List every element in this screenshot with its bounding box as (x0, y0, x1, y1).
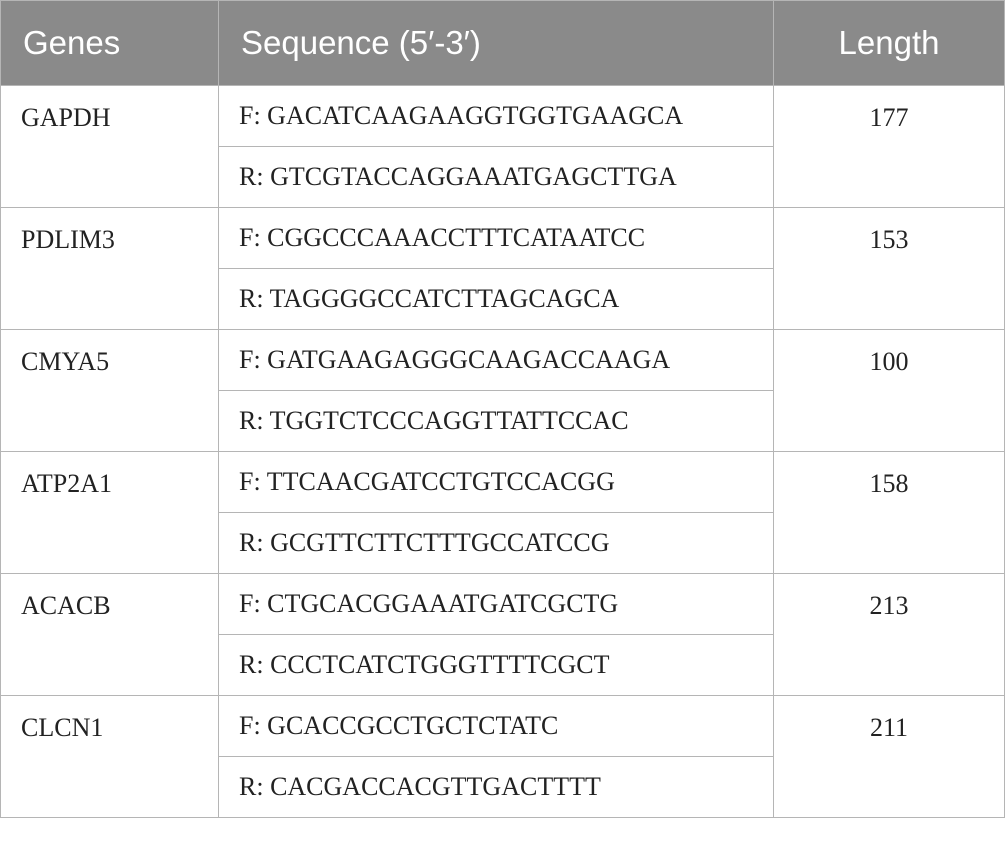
table-row: R: TAGGGGCCATCTTAGCAGCA (1, 268, 1005, 330)
reverse-primer-cell: R: CACGACCACGTTGACTTTT (218, 756, 774, 818)
header-cell: Sequence (5′-3′) (218, 0, 774, 86)
forward-primer-cell: F: CGGCCCAAACCTTTCATAATCC (218, 207, 774, 269)
reverse-primer-cell: R: CCCTCATCTGGGTTTTCGCT (218, 634, 774, 696)
reverse-primer-cell: R: TAGGGGCCATCTTAGCAGCA (218, 268, 774, 330)
forward-primer-cell: F: GACATCAAGAAGGTGGTGAAGCA (218, 85, 774, 147)
table-row: PDLIM3 F: CGGCCCAAACCTTTCATAATCC 153 (0, 207, 1005, 330)
table-row: ATP2A1 F: TTCAACGATCCTGTCCACGG 158 (0, 451, 1005, 574)
gene-cell: PDLIM3 (0, 207, 219, 330)
table-body: GAPDH F: GACATCAAGAAGGTGGTGAAGCA 177 R: GTC… (0, 85, 1005, 818)
table-row: R: CACGACCACGTTGACTTTT (1, 756, 1005, 818)
table-header: Genes Sequence (5′-3′) Length (0, 0, 1005, 86)
forward-primer-cell: F: GCACCGCCTGCTCTATC (218, 695, 774, 757)
gene-cell: GAPDH (0, 85, 219, 208)
forward-primer-cell: F: TTCAACGATCCTGTCCACGG (218, 451, 774, 513)
forward-primer-cell: F: CTGCACGGAAATGATCGCTG (218, 573, 774, 635)
forward-primer-cell: F: GATGAAGAGGGCAAGACCAAGA (218, 329, 774, 391)
table-row: CMYA5 F: GATGAAGAGGGCAAGACCAAGA 100 (0, 329, 1005, 452)
reverse-primer-cell: R: TGGTCTCCCAGGTTATTCCAC (218, 390, 774, 452)
header-cell: Genes (0, 0, 219, 86)
table-row: CLCN1 F: GCACCGCCTGCTCTATC 211 (0, 695, 1005, 818)
table-row: R: TGGTCTCCCAGGTTATTCCAC (1, 390, 1005, 452)
length-cell: 100 (773, 329, 1005, 452)
primer-table: Genes Sequence (5′-3′) Length GAPDH F: GA… (0, 0, 1005, 818)
gene-cell: CLCN1 (0, 695, 219, 818)
length-cell: 211 (773, 695, 1005, 818)
reverse-primer-cell: R: GCGTTCTTCTTTGCCATCCG (218, 512, 774, 574)
table-row: GAPDH F: GACATCAAGAAGGTGGTGAAGCA 177 (0, 85, 1005, 208)
length-cell: 158 (773, 451, 1005, 574)
gene-cell: ATP2A1 (0, 451, 219, 574)
gene-cell: CMYA5 (0, 329, 219, 452)
length-cell: 177 (773, 85, 1005, 208)
length-cell: 153 (773, 207, 1005, 330)
header-cell: Length (773, 0, 1005, 86)
reverse-primer-cell: R: GTCGTACCAGGAAATGAGCTTGA (218, 146, 774, 208)
header-row: Genes Sequence (5′-3′) Length (0, 0, 1005, 86)
gene-cell: ACACB (0, 573, 219, 696)
length-cell: 213 (773, 573, 1005, 696)
table-row: ACACB F: CTGCACGGAAATGATCGCTG 213 (0, 573, 1005, 696)
table-row: R: GTCGTACCAGGAAATGAGCTTGA (1, 146, 1005, 208)
